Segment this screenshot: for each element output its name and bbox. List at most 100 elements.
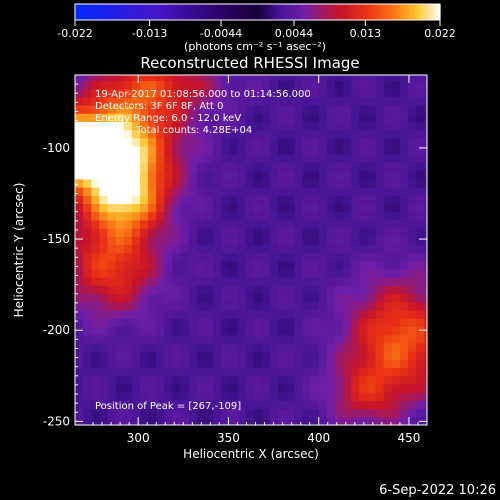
heatmap-pixel	[221, 203, 230, 213]
heatmap-pixel	[75, 154, 84, 163]
heatmap-pixel	[286, 236, 295, 246]
heatmap-pixel	[245, 285, 255, 295]
colorbar-cell	[345, 4, 349, 20]
heatmap-pixel	[367, 277, 377, 287]
heatmap-pixel	[245, 178, 255, 188]
heatmap-pixel	[375, 269, 385, 278]
heatmap-pixel	[278, 228, 287, 237]
heatmap-pixel	[221, 105, 230, 114]
heatmap-pixel	[302, 236, 312, 246]
heatmap-pixel	[204, 293, 214, 303]
heatmap-pixel	[180, 310, 190, 319]
heatmap-pixel	[416, 392, 425, 401]
heatmap-pixel	[294, 96, 303, 106]
heatmap-pixel	[131, 195, 141, 205]
heatmap-pixel	[180, 203, 190, 213]
colorbar-tick-label: -0.0044	[200, 27, 242, 40]
heatmap-pixel	[188, 137, 198, 147]
heatmap-pixel	[294, 400, 303, 410]
heatmap-pixel	[351, 80, 360, 90]
heatmap-pixel	[123, 375, 133, 385]
heatmap-pixel	[318, 96, 328, 106]
heatmap-pixel	[123, 416, 133, 426]
heatmap-pixel	[107, 129, 117, 139]
heatmap-pixel	[416, 178, 425, 188]
colorbar-cell	[160, 4, 164, 20]
heatmap-pixel	[229, 416, 238, 426]
heatmap-pixel	[343, 375, 352, 385]
colorbar-cell	[95, 4, 99, 20]
heatmap-pixel	[383, 285, 393, 295]
heatmap-pixel	[399, 359, 409, 369]
heatmap-pixel	[326, 178, 336, 188]
heatmap-pixel	[408, 301, 417, 311]
heatmap-pixel	[75, 400, 84, 410]
heatmap-pixel	[326, 121, 336, 131]
heatmap-pixel	[278, 219, 287, 229]
heatmap-pixel	[99, 129, 108, 139]
heatmap-pixel	[237, 170, 247, 180]
heatmap-pixel	[269, 113, 279, 122]
heatmap-pixel	[294, 318, 303, 328]
heatmap-pixel	[408, 375, 417, 385]
heatmap-pixel	[83, 170, 92, 180]
heatmap-pixel	[261, 211, 271, 221]
heatmap-pixel	[399, 277, 409, 287]
heatmap-pixel	[424, 293, 428, 303]
heatmap-pixel	[196, 211, 206, 221]
heatmap-pixel	[375, 310, 385, 319]
colorbar-cell	[195, 4, 199, 20]
heatmap-pixel	[294, 154, 303, 163]
heatmap-pixel	[408, 203, 417, 213]
heatmap-pixel	[375, 203, 385, 213]
heatmap-pixel	[172, 137, 182, 147]
colorbar-cell	[360, 4, 364, 20]
heatmap-pixel	[91, 187, 100, 196]
heatmap-pixel	[383, 326, 393, 336]
heatmap-pixel	[399, 416, 409, 426]
heatmap-pixel	[188, 252, 198, 262]
heatmap-pixel	[188, 219, 198, 229]
heatmap-pixel	[416, 383, 425, 393]
colorbar-cell	[372, 4, 376, 20]
heatmap-pixel	[343, 342, 352, 352]
heatmap-pixel	[334, 318, 344, 328]
heatmap-pixel	[253, 400, 263, 410]
heatmap-pixel	[156, 105, 165, 114]
heatmap-pixel	[302, 252, 312, 262]
colorbar-cell	[322, 4, 326, 20]
heatmap-pixel	[180, 252, 190, 262]
colorbar-cell	[115, 4, 119, 20]
heatmap-pixel	[188, 351, 198, 360]
heatmap-pixel	[196, 318, 206, 328]
heatmap-pixel	[269, 129, 279, 139]
heatmap-pixel	[164, 326, 173, 336]
heatmap-pixel	[107, 408, 117, 418]
heatmap-pixel	[99, 170, 108, 180]
heatmap-pixel	[391, 105, 401, 114]
heatmap-pixel	[213, 170, 222, 180]
heatmap-pixel	[99, 105, 108, 114]
heatmap-pixel	[180, 75, 190, 81]
x-axis-label: Heliocentric X (arcsec)	[183, 447, 319, 461]
heatmap-pixel	[245, 137, 255, 147]
heatmap-pixel	[148, 269, 157, 278]
heatmap-pixel	[334, 244, 344, 254]
heatmap-pixel	[139, 219, 149, 229]
colorbar-cell	[120, 4, 124, 20]
heatmap-pixel	[351, 400, 360, 410]
heatmap-pixel	[115, 236, 125, 246]
heatmap-pixel	[204, 359, 214, 369]
heatmap-pixel	[334, 416, 344, 426]
heatmap-pixel	[318, 203, 328, 213]
heatmap-pixel	[83, 375, 92, 385]
heatmap-pixel	[424, 80, 428, 90]
heatmap-pixel	[318, 301, 328, 311]
heatmap-pixel	[343, 359, 352, 369]
heatmap-pixel	[99, 252, 108, 262]
heatmap-pixel	[123, 154, 133, 163]
heatmap-pixel	[131, 383, 141, 393]
heatmap-pixel	[115, 121, 125, 131]
heatmap-pixel	[359, 187, 368, 196]
heatmap-pixel	[253, 383, 263, 393]
